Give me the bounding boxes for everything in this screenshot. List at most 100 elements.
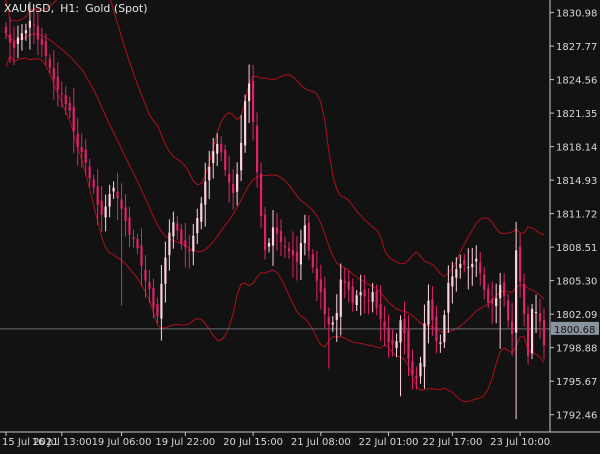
candle-bear (228, 173, 231, 183)
candle-bear (128, 217, 131, 235)
candle-bear (487, 288, 490, 303)
y-tick-label: 1821.35 (556, 109, 597, 120)
candle-bear (220, 143, 223, 153)
candle-bull (28, 20, 32, 28)
candle-bear (259, 173, 263, 216)
candle-bull (427, 300, 430, 325)
candle-bear (72, 106, 75, 132)
candle-bear (383, 321, 386, 328)
candle-bear (12, 41, 16, 48)
candle-bear (319, 279, 322, 293)
candle-bear (232, 183, 235, 193)
candle-bear (188, 249, 191, 252)
candle-bull (495, 298, 498, 307)
candle-bear (311, 254, 314, 268)
candle-bear (522, 284, 526, 315)
candle-bull (112, 187, 115, 192)
current-price-tag (551, 321, 599, 335)
candle-bear (180, 229, 183, 245)
y-tick-label: 1814.93 (556, 176, 597, 187)
y-tick-label: 1792.46 (556, 411, 597, 422)
chart-header: XAUUSD, H1: Gold (Spot) (4, 2, 154, 15)
candle-bull (451, 276, 454, 287)
instrument-description: Gold (Spot) (85, 2, 148, 15)
candle-bull (395, 341, 398, 349)
candle-bear (503, 282, 506, 297)
candle-bear (279, 231, 283, 243)
candle-bull (244, 101, 247, 146)
y-tick-label: 1830.98 (556, 9, 597, 20)
candle-bear (68, 102, 71, 111)
y-tick-label: 1795.67 (556, 377, 597, 388)
candle-bear (88, 166, 91, 179)
candle-bear (415, 375, 418, 379)
candle-bull (423, 323, 426, 367)
candle-bull (299, 243, 303, 265)
candle-bull (335, 313, 338, 320)
candle-bear (116, 191, 119, 199)
candle-bull (271, 227, 275, 246)
candle-bull (168, 232, 171, 256)
candle-bull (439, 342, 442, 344)
candle-bear (283, 245, 287, 248)
y-tick-label: 1818.14 (556, 143, 597, 154)
candle-bear (411, 361, 414, 376)
candle-bear (431, 299, 434, 321)
candle-bull (208, 166, 211, 181)
candle-bull (24, 30, 28, 34)
candle-bear (387, 327, 390, 343)
candle-bull (419, 363, 422, 377)
candle-bear (52, 67, 55, 80)
x-tick-label: 19 Jul 22:00 (155, 437, 215, 448)
candle-bear (32, 24, 35, 26)
y-tick-label: 1827.77 (556, 42, 597, 53)
candle-bear (124, 207, 127, 222)
candle-bear (92, 179, 95, 188)
candle-bull (399, 320, 402, 343)
candle-bear (84, 149, 87, 163)
candle-bear (479, 262, 482, 274)
candle-bear (40, 38, 43, 45)
candle-bear (148, 281, 151, 289)
candle-bear (463, 260, 466, 265)
candle-bear (403, 319, 406, 334)
candle-bear (507, 300, 510, 321)
y-tick-label: 1798.88 (556, 344, 597, 355)
candle-bear (315, 268, 318, 281)
x-tick-label: 22 Jul 01:00 (359, 437, 419, 448)
candle-bull (200, 203, 203, 222)
candle-bear (156, 304, 159, 317)
candle-bear (80, 147, 83, 153)
candle-bear (407, 330, 410, 359)
candle-bull (192, 235, 195, 252)
candle-bear (323, 288, 326, 315)
candle-bull (216, 143, 219, 154)
y-tick-label: 1802.09 (556, 310, 597, 321)
candle-bull (164, 257, 167, 284)
candle-bull (359, 292, 362, 296)
candle-bull (475, 258, 478, 262)
candle-bear (275, 227, 279, 234)
candle-bear (491, 298, 494, 304)
candle-bear (60, 93, 63, 95)
candle-bear (391, 339, 394, 345)
candle-bear (255, 125, 259, 173)
candle-bull (355, 295, 358, 306)
candle-bear (132, 237, 135, 239)
x-tick-label: 15 Jul 2021 (2, 437, 59, 448)
candle-bear (379, 304, 382, 320)
candle-bear (538, 313, 542, 322)
x-tick-label: 21 Jul 08:00 (291, 437, 351, 448)
candle-bull (455, 269, 458, 278)
candle-bear (363, 289, 366, 297)
x-tick-label: 20 Jul 15:00 (223, 437, 283, 448)
candle-bull (459, 263, 462, 268)
upper-band-line (5, 0, 545, 278)
y-tick-label: 1811.72 (556, 210, 597, 221)
candle-bull (236, 174, 239, 192)
candle-bull (530, 308, 534, 354)
candle-bull (443, 315, 446, 343)
candle-bull (204, 181, 207, 205)
